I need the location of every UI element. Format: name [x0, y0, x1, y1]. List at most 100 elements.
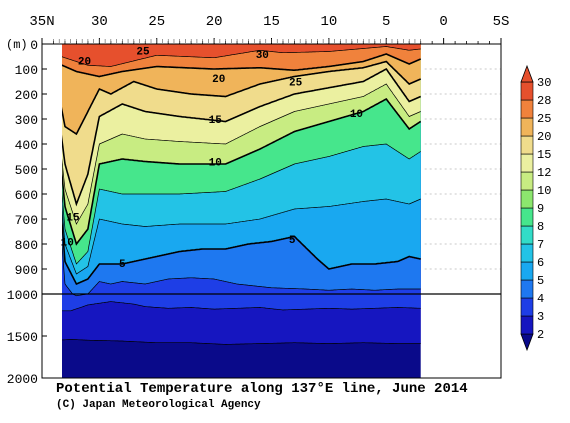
x-tick-label-30: 30 — [91, 14, 108, 30]
band-above-28 — [62, 44, 421, 67]
contour-label-11: 5 — [119, 259, 126, 271]
isotherm-12 — [62, 83, 421, 225]
x-tick-label-20: 20 — [206, 14, 223, 30]
y-tick-label-2000: 2000 — [7, 372, 38, 387]
contour-label-4: 25 — [289, 78, 303, 90]
isotherm-8 — [62, 143, 421, 265]
contour-label-text: 5 — [119, 259, 126, 271]
colorbar-label-12: 12 — [537, 166, 551, 180]
contour-label-10: 5 — [289, 235, 296, 247]
contour-label-text: 25 — [289, 78, 303, 90]
colorbar-swatch-11 — [520, 135, 534, 155]
colorbar-label-2: 2 — [537, 328, 544, 342]
contour-label-text: 25 — [136, 46, 150, 58]
depth-unit-label: (m) — [6, 38, 28, 52]
isotherm-lines — [62, 46, 421, 345]
x-tick-label-25: 25 — [148, 14, 165, 30]
depth-axis: 0 100 200 300 400 500 600 700 800 900 1000 1500 2000 — [7, 38, 47, 387]
isotherm-15 — [62, 67, 421, 207]
contour-label-text: 20 — [78, 56, 91, 68]
contour-label-text: 10 — [209, 158, 222, 170]
colorbar-swatch-2 — [520, 297, 534, 317]
contour-label-5: 10 — [350, 109, 363, 121]
colorbar-swatch-9 — [520, 171, 534, 191]
colorbar-swatch-14 — [520, 81, 534, 101]
colorbar-label-4: 4 — [537, 292, 544, 306]
contour-label-text: 15 — [209, 115, 223, 127]
contour-label-text: 10 — [61, 238, 74, 250]
y-tick-label-200: 200 — [15, 88, 38, 103]
colorbar-swatch-5 — [520, 243, 534, 263]
isotherm-5 — [62, 213, 421, 286]
x-tick-label-5S: 5S — [493, 14, 510, 30]
y-tick-label-0: 0 — [30, 38, 38, 53]
y-tick-label-800: 800 — [15, 238, 38, 253]
x-tick-label-5: 5 — [382, 14, 390, 30]
colorbar-swatch-1 — [520, 315, 534, 335]
contour-label-8: 15 — [66, 213, 80, 225]
y-tick-label-600: 600 — [15, 188, 38, 203]
colorbar-swatch-6 — [520, 225, 534, 245]
y-tick-label-700: 700 — [15, 213, 38, 228]
colorbar-label-20: 20 — [537, 130, 551, 144]
contour-label-0: 25 — [136, 46, 150, 58]
isotherm-28 — [62, 46, 421, 67]
y-tick-label-1500: 1500 — [7, 330, 38, 345]
y-tick-label-1000: 1000 — [7, 288, 38, 303]
contour-label-9: 10 — [61, 238, 74, 250]
colorbar-label-28: 28 — [537, 94, 551, 108]
colorbar-swatch-12 — [520, 117, 534, 137]
isotherm-6 — [62, 198, 421, 275]
colorbar-label-3: 3 — [537, 310, 544, 324]
colorbar-label-7: 7 — [537, 238, 544, 252]
isotherm-2 — [62, 339, 421, 345]
contour-label-text: 20 — [212, 74, 225, 86]
colorbar-swatch-3 — [520, 279, 534, 299]
x-tick-label-15: 15 — [263, 14, 280, 30]
chart-credit: (C) Japan Meteorological Agency — [56, 399, 261, 411]
latitude-axis: 35N 30 25 20 15 10 5 0 5S — [29, 14, 509, 44]
isotherm-10 — [62, 97, 421, 246]
contour-label-text: 5 — [289, 235, 296, 247]
contour-label-2: 20 — [78, 56, 91, 68]
colorbar-max-arrow — [520, 64, 534, 83]
x-tick-label-0: 0 — [439, 14, 447, 30]
y-tick-label-400: 400 — [15, 138, 38, 153]
contour-label-3: 20 — [212, 74, 225, 86]
contour-label-text: 10 — [350, 109, 363, 121]
contour-label-6: 15 — [209, 115, 223, 127]
x-tick-label-10: 10 — [320, 14, 337, 30]
x-tick-label-35N: 35N — [29, 14, 54, 30]
contour-labels: 25 30 20 20 25 10 15 10 15 10 5 5 — [61, 46, 363, 271]
contour-label-text: 15 — [66, 213, 80, 225]
y-tick-label-900: 900 — [15, 263, 38, 278]
isotherm-20 — [62, 60, 421, 136]
colorbar-label-5: 5 — [537, 274, 544, 288]
isotherm-25 — [62, 53, 421, 78]
y-tick-label-100: 100 — [15, 63, 38, 78]
colorbar-label-25: 25 — [537, 112, 551, 126]
contour-label-text: 30 — [256, 50, 269, 62]
colorbar-label-8: 8 — [537, 220, 544, 234]
temperature-bands — [62, 44, 421, 378]
colorbar-label-10: 10 — [537, 184, 551, 198]
chart-title: Potential Temperature along 137°E line, … — [56, 381, 468, 397]
contour-label-7: 10 — [209, 158, 222, 170]
colorbar-swatch-8 — [520, 189, 534, 209]
colorbar-swatch-13 — [520, 99, 534, 119]
colorbar: 2 3 4 5 6 7 8 9 10 12 15 20 25 28 30 — [520, 64, 551, 352]
isotherm-3 — [62, 301, 421, 312]
isotherm-4 — [62, 240, 421, 297]
colorbar-label-30: 30 — [537, 76, 551, 90]
colorbar-swatch-7 — [520, 207, 534, 227]
y-tick-label-300: 300 — [15, 113, 38, 128]
colorbar-label-9: 9 — [537, 202, 544, 216]
colorbar-swatch-10 — [520, 153, 534, 173]
colorbar-label-6: 6 — [537, 256, 544, 270]
y-tick-label-500: 500 — [15, 163, 38, 178]
colorbar-label-15: 15 — [537, 148, 551, 162]
contour-label-1: 30 — [256, 50, 269, 62]
colorbar-swatch-4 — [520, 261, 534, 281]
band-above-30 — [214, 44, 410, 49]
